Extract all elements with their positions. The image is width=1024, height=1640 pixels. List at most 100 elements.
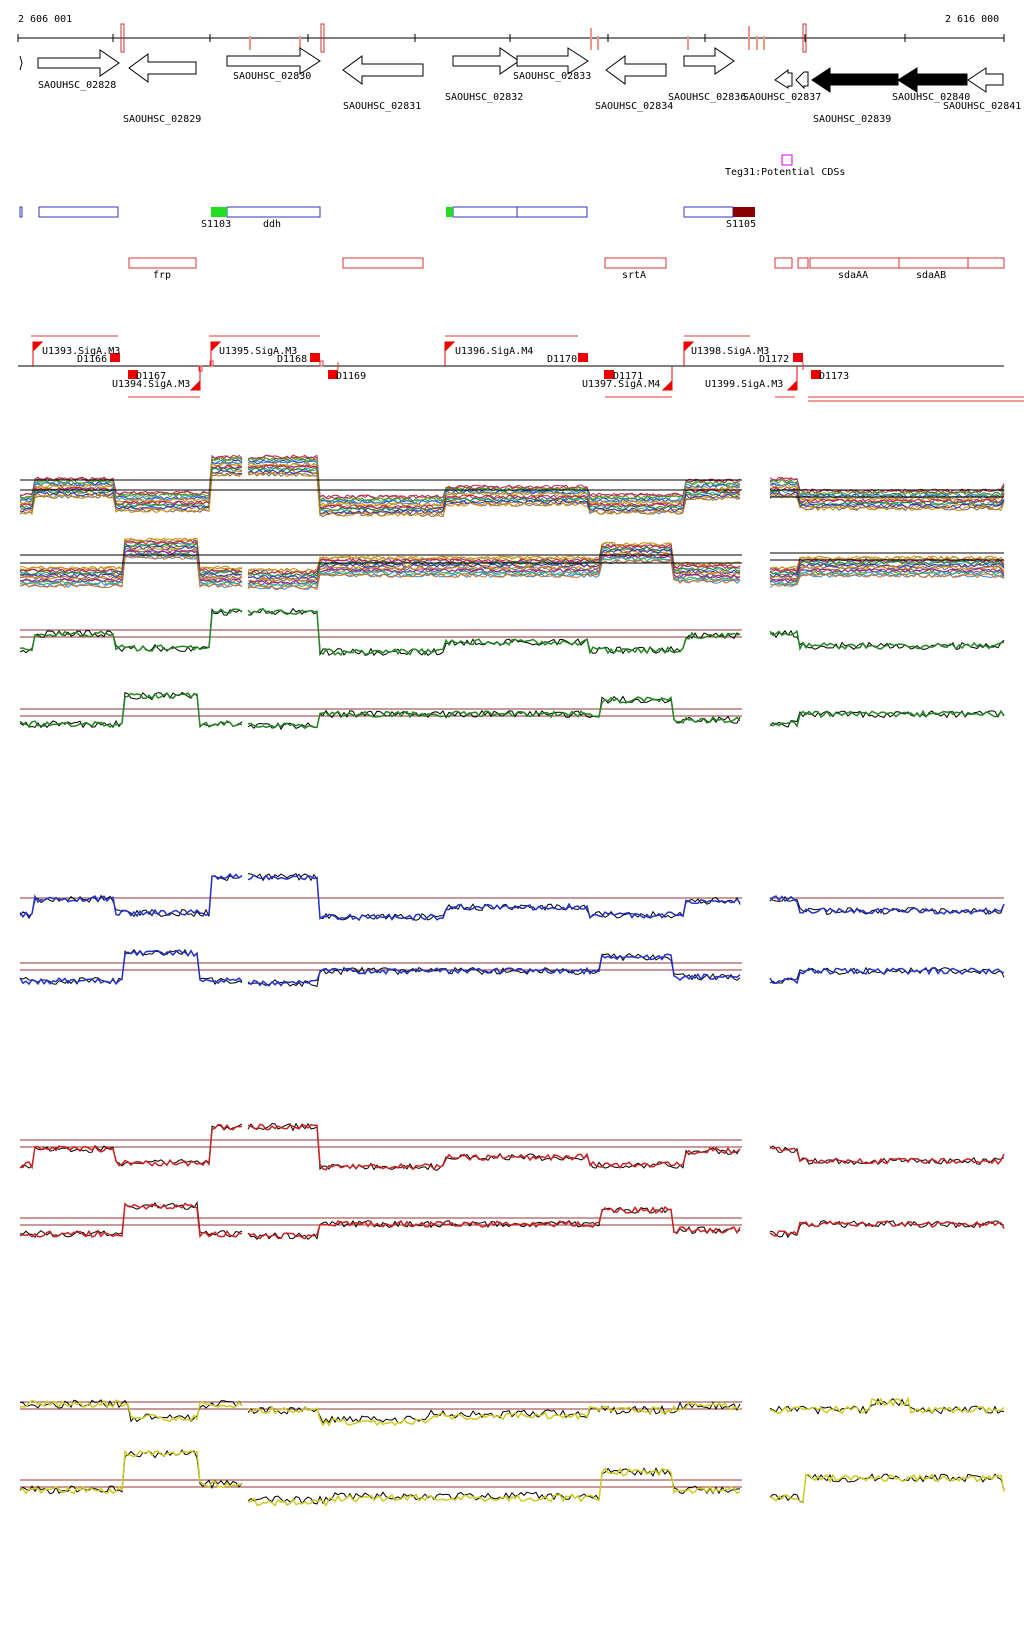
expression-profile	[769, 966, 1005, 985]
expression-profile	[769, 478, 1005, 497]
expression-profile	[19, 544, 243, 579]
expression-profile	[769, 895, 1005, 916]
expression-profile	[19, 691, 243, 728]
expression-profile	[247, 696, 741, 730]
gene-partial-left	[19, 55, 23, 71]
expression-profile	[769, 1473, 1005, 1503]
expression-profile	[19, 608, 243, 652]
expression-profile	[247, 1467, 741, 1505]
dark-red-feature-box	[733, 207, 755, 217]
promoter-label: U1395.SigA.M3	[219, 346, 297, 357]
expression-profile	[19, 540, 243, 573]
end-coordinate: 2 616 000	[945, 14, 999, 25]
gene-track	[19, 47, 1004, 93]
gene-label: SAOUHSC_02840	[892, 92, 970, 103]
expression-profile	[19, 1202, 243, 1239]
promoter-label: U1396.SigA.M4	[455, 346, 533, 357]
expression-profile	[247, 1123, 741, 1171]
expression-profile	[247, 551, 741, 583]
gene-arrow	[342, 55, 424, 85]
expression-profile	[19, 544, 243, 579]
expression-profile	[19, 472, 243, 516]
feature-label: frp	[153, 270, 171, 281]
terminator-label: D1171	[613, 371, 643, 382]
expression-profile	[769, 573, 1005, 587]
start-coordinate: 2 606 001	[18, 14, 72, 25]
expression-profile	[248, 1467, 741, 1508]
expression-profile	[19, 872, 243, 919]
expression-profile	[247, 467, 741, 513]
gene-label: SAOUHSC_02832	[445, 92, 523, 103]
feature-label: S1105	[726, 219, 756, 230]
terminator-label: D1166	[77, 354, 107, 365]
gene-label: SAOUHSC_02828	[38, 80, 116, 91]
expression-profile	[19, 691, 243, 729]
gene-arrow	[605, 55, 667, 85]
expression-profile	[19, 459, 243, 503]
expression-profile	[247, 472, 740, 518]
expression-profile	[19, 949, 243, 986]
promoter-label: U1399.SigA.M3	[705, 379, 783, 390]
gene-arrow-filled	[811, 67, 899, 93]
feature-label: S1103	[201, 219, 231, 230]
green-feature-box	[446, 207, 453, 217]
gene-label: SAOUHSC_02829	[123, 114, 201, 125]
gene-arrow	[967, 67, 1004, 93]
expression-profile	[247, 558, 741, 591]
expression-profile	[769, 1473, 1005, 1503]
regulatory-track: U1393.SigA.M3 U1394.SigA.M3 U1395.SigA.M…	[18, 335, 1024, 402]
feature-label: srtA	[622, 270, 646, 281]
terminator-label: D1173	[819, 371, 849, 382]
expression-profile	[247, 454, 741, 500]
expression-profile	[19, 1123, 243, 1170]
expression-profile	[247, 559, 741, 591]
expression-profile	[19, 472, 243, 515]
expression-profile	[19, 1449, 243, 1495]
terminator-label: D1170	[547, 354, 577, 365]
expression-profile	[769, 491, 1005, 509]
expression-profile	[247, 454, 741, 500]
promoter-label: U1398.SigA.M3	[691, 346, 769, 357]
expression-profile	[769, 568, 1005, 584]
gene-arrow-filled	[897, 67, 968, 93]
gene-label: SAOUHSC_02841	[943, 101, 1021, 112]
expression-profile	[247, 953, 741, 987]
expression-profile	[19, 547, 243, 581]
expression-profile	[769, 1145, 1005, 1166]
expression-profile	[247, 543, 741, 576]
gene-label: SAOUHSC_02831	[343, 101, 421, 112]
expression-profile	[769, 966, 1005, 984]
expression-profile	[247, 556, 741, 588]
expression-profile	[247, 873, 741, 922]
green-feature-box	[211, 207, 227, 217]
expression-profile	[247, 464, 741, 510]
expression-profile	[247, 548, 740, 581]
expression-tracks	[19, 454, 1005, 1508]
expression-profile	[769, 895, 1005, 915]
terminator-label: D1169	[336, 371, 366, 382]
gene-arrow	[128, 53, 197, 83]
expression-profile	[247, 546, 741, 578]
expression-profile	[247, 607, 741, 657]
expression-profile	[19, 1399, 243, 1423]
expression-profile	[769, 1396, 1005, 1415]
expression-profile	[19, 1399, 243, 1423]
blue-feature-track: S1103 ddh S1105	[19, 206, 756, 230]
gene-label: SAOUHSC_02830	[233, 71, 311, 82]
expression-profile	[19, 459, 243, 502]
expression-profile	[247, 469, 741, 515]
feature-label: ddh	[263, 219, 281, 230]
expression-profile	[19, 948, 243, 986]
promoter-label: U1393.SigA.M3	[42, 346, 120, 357]
promoter-label: U1397.SigA.M4	[582, 379, 660, 390]
coordinate-ruler: 2 606 001 2 616 000	[17, 14, 1005, 53]
expression-profile	[769, 1220, 1005, 1237]
gene-arrow	[516, 47, 589, 75]
potential-cds-track: Teg31:Potential CDSs	[725, 154, 845, 178]
gene-arrow	[226, 47, 321, 75]
expression-profile	[769, 629, 1005, 652]
gene-arrow	[774, 68, 793, 89]
gene-arrow	[683, 47, 735, 75]
gene-label: SAOUHSC_02837	[743, 92, 821, 103]
expression-profile	[769, 484, 1005, 501]
